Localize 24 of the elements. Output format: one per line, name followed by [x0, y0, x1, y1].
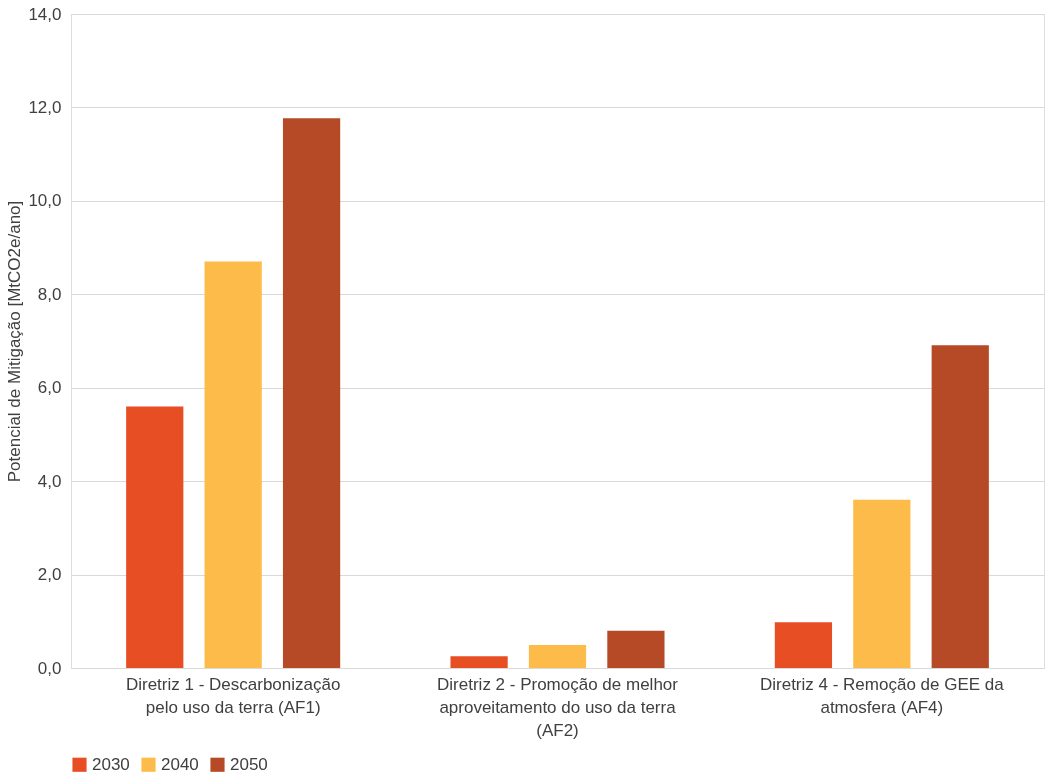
bar: [126, 406, 184, 668]
x-tick-label: Diretriz 1 - Descarbonização pelo uso da terra (AF1): [125, 674, 341, 717]
bar: [931, 345, 989, 668]
y-tick-label: 6,0: [37, 378, 62, 398]
x-tick-label: Diretriz 2 - Promoção de melhor aproveitamento do uso da terra (AF2): [437, 674, 679, 740]
bar: [282, 118, 341, 668]
legend-label: 2050: [230, 754, 268, 774]
y-tick-label: 2,0: [37, 565, 62, 585]
bar: [774, 622, 833, 668]
y-tick-label: 12,0: [28, 97, 62, 117]
bar: [607, 630, 665, 668]
y-tick-label: 4,0: [37, 471, 62, 491]
legend-label: 2030: [92, 754, 130, 774]
y-tick-label: 10,0: [28, 191, 62, 211]
x-tick-label: Diretriz 4 - Remoção de GEE da atmosfera (AF4): [759, 674, 1005, 717]
y-tick-label: 14,0: [28, 4, 62, 24]
bar: [450, 656, 508, 668]
bar: [528, 645, 587, 668]
y-tick-label: 0,0: [37, 658, 62, 678]
y-tick-label: 8,0: [37, 284, 62, 304]
bar: [204, 261, 262, 668]
bar: [853, 499, 911, 668]
legend-label: 2040: [161, 754, 199, 774]
y-axis-title: Potencial de Mitigação [MtCO2e/ano]: [5, 200, 25, 483]
